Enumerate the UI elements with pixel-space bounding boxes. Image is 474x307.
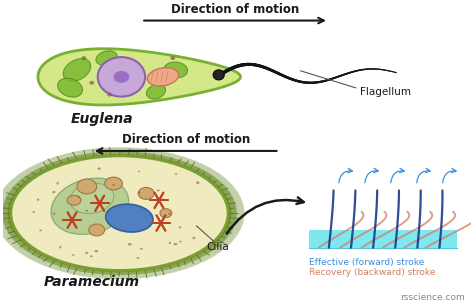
Ellipse shape [85,252,88,254]
Ellipse shape [196,181,200,184]
Ellipse shape [118,72,120,75]
Ellipse shape [138,171,140,172]
Ellipse shape [140,248,143,250]
Ellipse shape [77,196,80,198]
Text: Cilia: Cilia [207,242,229,252]
Ellipse shape [213,70,224,80]
Ellipse shape [67,195,81,205]
Ellipse shape [128,79,131,81]
Ellipse shape [179,241,182,243]
Ellipse shape [118,79,120,81]
Ellipse shape [85,210,88,212]
Ellipse shape [170,56,175,60]
Ellipse shape [128,243,132,246]
Ellipse shape [192,237,195,239]
Ellipse shape [105,177,122,190]
Ellipse shape [58,78,82,97]
Bar [309,230,457,248]
Ellipse shape [71,219,75,222]
Ellipse shape [98,57,145,97]
Polygon shape [38,49,240,105]
Ellipse shape [32,211,35,213]
Text: Direction of motion: Direction of motion [171,3,299,16]
Text: Effective (forward) stroke: Effective (forward) stroke [309,258,424,266]
Ellipse shape [112,79,114,81]
Ellipse shape [107,93,112,97]
Ellipse shape [11,156,228,270]
Ellipse shape [137,257,139,259]
Text: rsscience.com: rsscience.com [401,293,465,302]
Text: Direction of motion: Direction of motion [121,133,250,146]
Ellipse shape [123,72,126,75]
Ellipse shape [160,199,164,201]
Ellipse shape [160,209,172,218]
Ellipse shape [112,184,115,186]
Ellipse shape [168,213,171,215]
Ellipse shape [51,178,128,235]
Ellipse shape [37,199,39,201]
Ellipse shape [0,147,245,279]
Ellipse shape [82,56,86,60]
Ellipse shape [52,191,55,193]
Ellipse shape [53,212,55,215]
Ellipse shape [94,250,98,252]
Ellipse shape [138,191,140,194]
Ellipse shape [72,254,74,256]
Ellipse shape [175,173,177,175]
Ellipse shape [147,68,179,86]
Ellipse shape [90,255,92,257]
Text: Euglena: Euglena [70,112,133,126]
Ellipse shape [63,59,91,81]
Ellipse shape [77,179,97,194]
Ellipse shape [89,224,105,236]
Ellipse shape [173,243,177,245]
Ellipse shape [59,246,61,249]
Ellipse shape [123,79,126,81]
Ellipse shape [106,204,153,232]
Ellipse shape [156,190,160,191]
Ellipse shape [114,71,129,83]
Ellipse shape [179,226,181,228]
Ellipse shape [128,72,131,75]
Text: Recovery (backward) stroke: Recovery (backward) stroke [309,269,436,278]
Ellipse shape [138,188,154,199]
Text: Flagellum: Flagellum [360,87,411,97]
Ellipse shape [96,51,117,65]
Ellipse shape [169,242,171,244]
Ellipse shape [70,183,114,213]
Ellipse shape [112,72,114,75]
Ellipse shape [164,62,188,78]
Ellipse shape [146,84,165,99]
Ellipse shape [8,154,231,272]
Ellipse shape [2,151,237,275]
Ellipse shape [56,182,59,185]
Ellipse shape [89,81,94,85]
Ellipse shape [98,167,101,170]
Text: Paramecium: Paramecium [44,275,140,290]
Ellipse shape [39,229,42,231]
